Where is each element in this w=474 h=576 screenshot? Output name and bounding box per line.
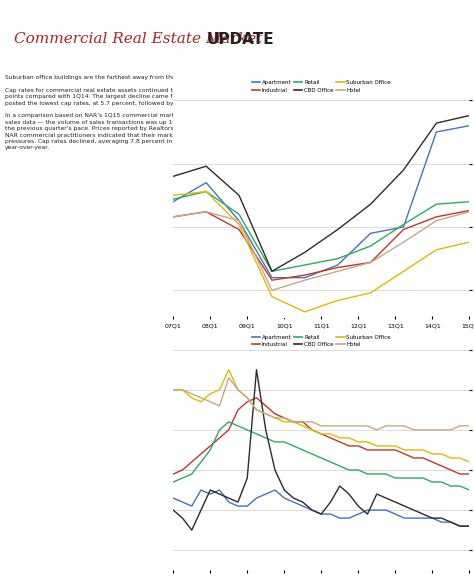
Legend: Apartment, Industrial, Retail, CBD Office, Suburban Office, Hotel: Apartment, Industrial, Retail, CBD Offic… [249, 332, 393, 350]
Text: Commercial Real Estate Market: Commercial Real Estate Market [14, 32, 267, 46]
Legend: Apartment, Industrial, Retail, CBD Office, Suburban Office, Hotel: Apartment, Industrial, Retail, CBD Offic… [249, 78, 393, 95]
Text: Suburban office buildings are the farthest away from their prior peaks at a nega: Suburban office buildings are the farthe… [5, 75, 468, 150]
Text: UPDATE: UPDATE [207, 32, 274, 47]
Text: COMMERCIAL PROPERTY PRICE INDICES: COMMERCIAL PROPERTY PRICE INDICES [179, 59, 381, 69]
Text: NATIONAL CAP RATES: NATIONAL CAP RATES [179, 314, 289, 323]
Text: Source: Real Capital Analytics: Source: Real Capital Analytics [173, 344, 252, 350]
